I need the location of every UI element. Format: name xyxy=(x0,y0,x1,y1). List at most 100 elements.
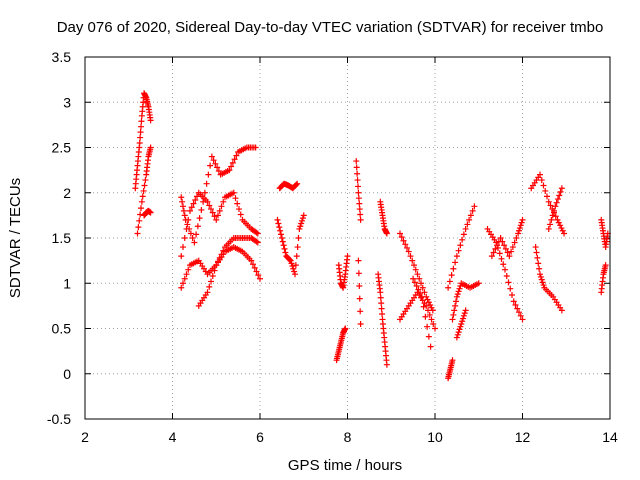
x-axis-label: GPS time / hours xyxy=(288,457,402,474)
data-point xyxy=(255,272,262,279)
data-point xyxy=(178,284,185,291)
data-point xyxy=(356,295,363,302)
data-point xyxy=(494,242,501,249)
data-point xyxy=(557,222,564,229)
data-point xyxy=(180,244,186,251)
data-point xyxy=(450,311,457,318)
series-arc-1a xyxy=(132,90,154,192)
data-point xyxy=(383,230,390,237)
series-arc-2a xyxy=(178,144,259,246)
data-point xyxy=(446,278,453,285)
data-point xyxy=(356,200,363,207)
y-tick-label: 2 xyxy=(63,185,71,201)
data-point xyxy=(254,239,261,246)
series-arc-15 xyxy=(445,357,456,382)
data-point xyxy=(499,238,506,245)
data-point xyxy=(545,225,552,232)
data-point xyxy=(147,209,154,216)
data-point xyxy=(299,217,305,224)
x-tick-label: 6 xyxy=(256,429,264,445)
data-point xyxy=(254,230,261,237)
data-point xyxy=(424,323,431,330)
data-point xyxy=(450,265,457,272)
series-arc-22 xyxy=(545,185,565,232)
data-point xyxy=(414,271,421,278)
data-point xyxy=(299,215,306,222)
data-point xyxy=(353,164,360,171)
data-point xyxy=(512,301,519,308)
data-point xyxy=(460,231,467,238)
data-point xyxy=(471,203,478,210)
data-point xyxy=(456,326,463,333)
data-point xyxy=(204,289,211,296)
data-point xyxy=(460,315,466,322)
data-point xyxy=(196,215,203,222)
data-point xyxy=(516,227,522,234)
data-point xyxy=(288,260,295,267)
data-point xyxy=(511,239,518,246)
data-point xyxy=(415,286,422,293)
data-point xyxy=(545,198,552,205)
data-point xyxy=(455,247,462,254)
data-point xyxy=(179,198,186,205)
series-arc-6 xyxy=(335,253,351,291)
data-point xyxy=(293,181,300,188)
data-point xyxy=(457,323,464,330)
data-point xyxy=(432,325,438,332)
data-point xyxy=(423,302,430,309)
data-point xyxy=(280,242,287,249)
data-point xyxy=(469,207,476,214)
data-point xyxy=(405,248,412,255)
data-point xyxy=(220,198,227,205)
data-point xyxy=(460,312,467,319)
grid-layer xyxy=(84,56,611,420)
data-point xyxy=(353,158,360,165)
data-point xyxy=(540,182,547,189)
data-point xyxy=(547,221,554,228)
data-point xyxy=(506,253,513,260)
data-point xyxy=(455,329,462,336)
y-tick-label: 1 xyxy=(63,275,71,291)
y-tick-label: -0.5 xyxy=(47,411,71,427)
data-point xyxy=(294,244,301,251)
data-point xyxy=(458,320,465,327)
data-point xyxy=(210,157,217,164)
data-point xyxy=(456,285,463,292)
data-point xyxy=(142,177,149,184)
series-arc-9 xyxy=(377,198,390,237)
data-point xyxy=(495,244,501,251)
data-point xyxy=(537,171,543,178)
data-point xyxy=(534,254,541,261)
x-tick-label: 10 xyxy=(427,429,443,445)
data-point xyxy=(426,311,433,318)
series-arc-8 xyxy=(355,257,364,327)
data-point xyxy=(453,293,460,300)
data-point xyxy=(378,300,385,307)
data-point xyxy=(356,206,363,213)
data-point xyxy=(253,268,260,275)
data-point xyxy=(416,275,423,282)
data-point xyxy=(561,230,568,237)
series-arc-1c xyxy=(141,207,154,219)
data-point xyxy=(554,216,561,223)
series-arc-19 xyxy=(488,216,526,260)
data-point xyxy=(398,234,405,241)
data-point xyxy=(211,213,218,220)
data-point xyxy=(551,207,557,214)
data-point xyxy=(293,253,300,260)
data-point xyxy=(185,216,192,223)
data-point xyxy=(409,257,416,264)
data-point xyxy=(602,262,609,269)
data-point xyxy=(183,225,190,232)
data-point xyxy=(377,294,384,301)
series-arc-10 xyxy=(375,271,390,368)
series-arc-13 xyxy=(410,275,434,350)
data-point xyxy=(462,225,469,232)
data-point xyxy=(467,212,474,219)
data-point xyxy=(459,318,466,325)
data-point xyxy=(257,275,263,282)
series-arc-5 xyxy=(333,325,349,364)
data-point xyxy=(178,253,185,260)
data-point xyxy=(141,182,148,189)
data-point xyxy=(537,271,543,278)
